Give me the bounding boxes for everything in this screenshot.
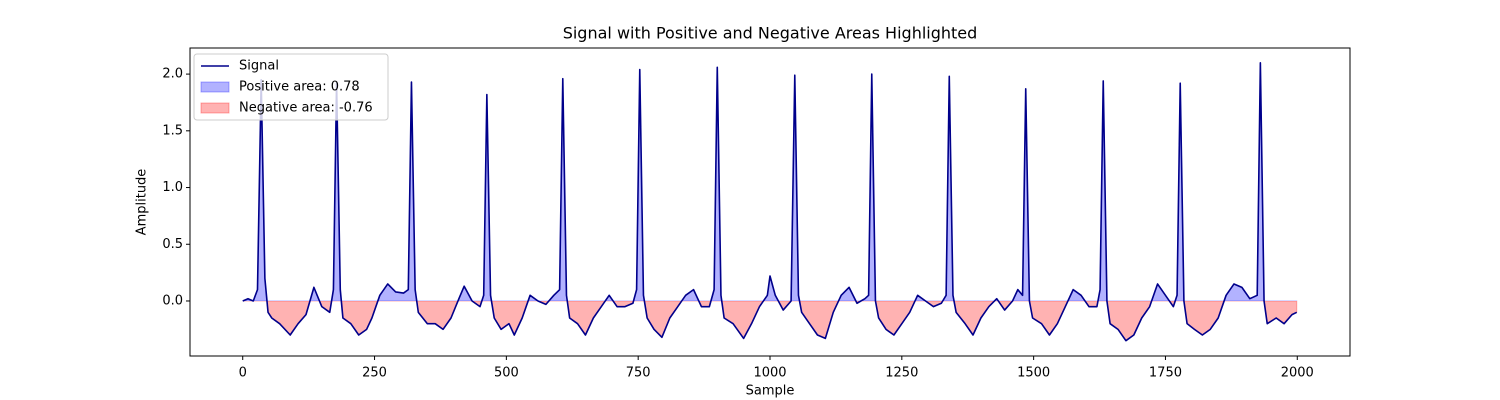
legend-label: Positive area: 0.78 [239, 80, 360, 95]
legend: Signal Positive area: 0.78 Negative area: … [193, 53, 389, 121]
x-tick-label: 1250 [885, 366, 918, 381]
y-axis-label: Amplitude [135, 169, 150, 236]
x-tick-label: 2000 [1281, 366, 1314, 381]
y-tick-label: 1.0 [162, 180, 183, 195]
legend-label: Negative area: -0.76 [239, 101, 373, 116]
signal-line [242, 61, 1298, 342]
legend-patch [200, 102, 230, 114]
chart-title: Signal with Positive and Negative Areas … [563, 24, 978, 43]
x-axis-label: Sample [746, 384, 795, 399]
axes-frame [189, 47, 1351, 357]
x-tick-label: 250 [362, 366, 387, 381]
legend-box [193, 53, 389, 121]
x-tick-label: 0 [239, 366, 247, 381]
x-tick-label: 1000 [753, 366, 786, 381]
x-tick-label: 500 [494, 366, 519, 381]
x-tick-label: 1500 [1017, 366, 1050, 381]
y-tick-label: 0.5 [162, 237, 183, 252]
legend-label: Signal [239, 59, 279, 74]
y-tick-label: 0.0 [162, 293, 183, 308]
y-tick-label: 1.5 [162, 123, 183, 138]
x-tick-label: 1750 [1149, 366, 1182, 381]
legend-patch [200, 81, 230, 93]
y-tick-label: 2.0 [162, 67, 183, 82]
x-tick-label: 750 [626, 366, 651, 381]
